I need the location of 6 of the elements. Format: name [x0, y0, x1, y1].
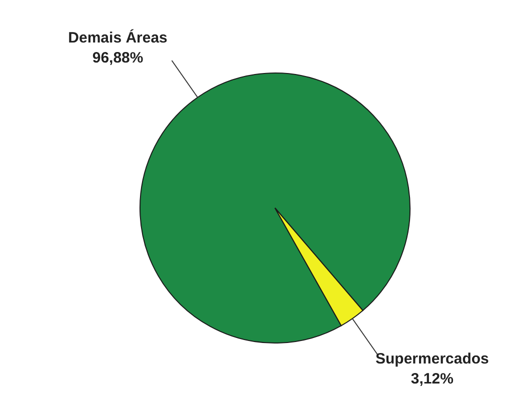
pie-slice: [140, 72, 410, 344]
data-label: 3,12%: [410, 370, 454, 388]
pie-slice: [274, 208, 364, 326]
slice-label: Supermercados: [376, 350, 489, 368]
slice-label: Demais Áreas: [68, 28, 168, 47]
data-label: 96,88%: [92, 50, 144, 67]
